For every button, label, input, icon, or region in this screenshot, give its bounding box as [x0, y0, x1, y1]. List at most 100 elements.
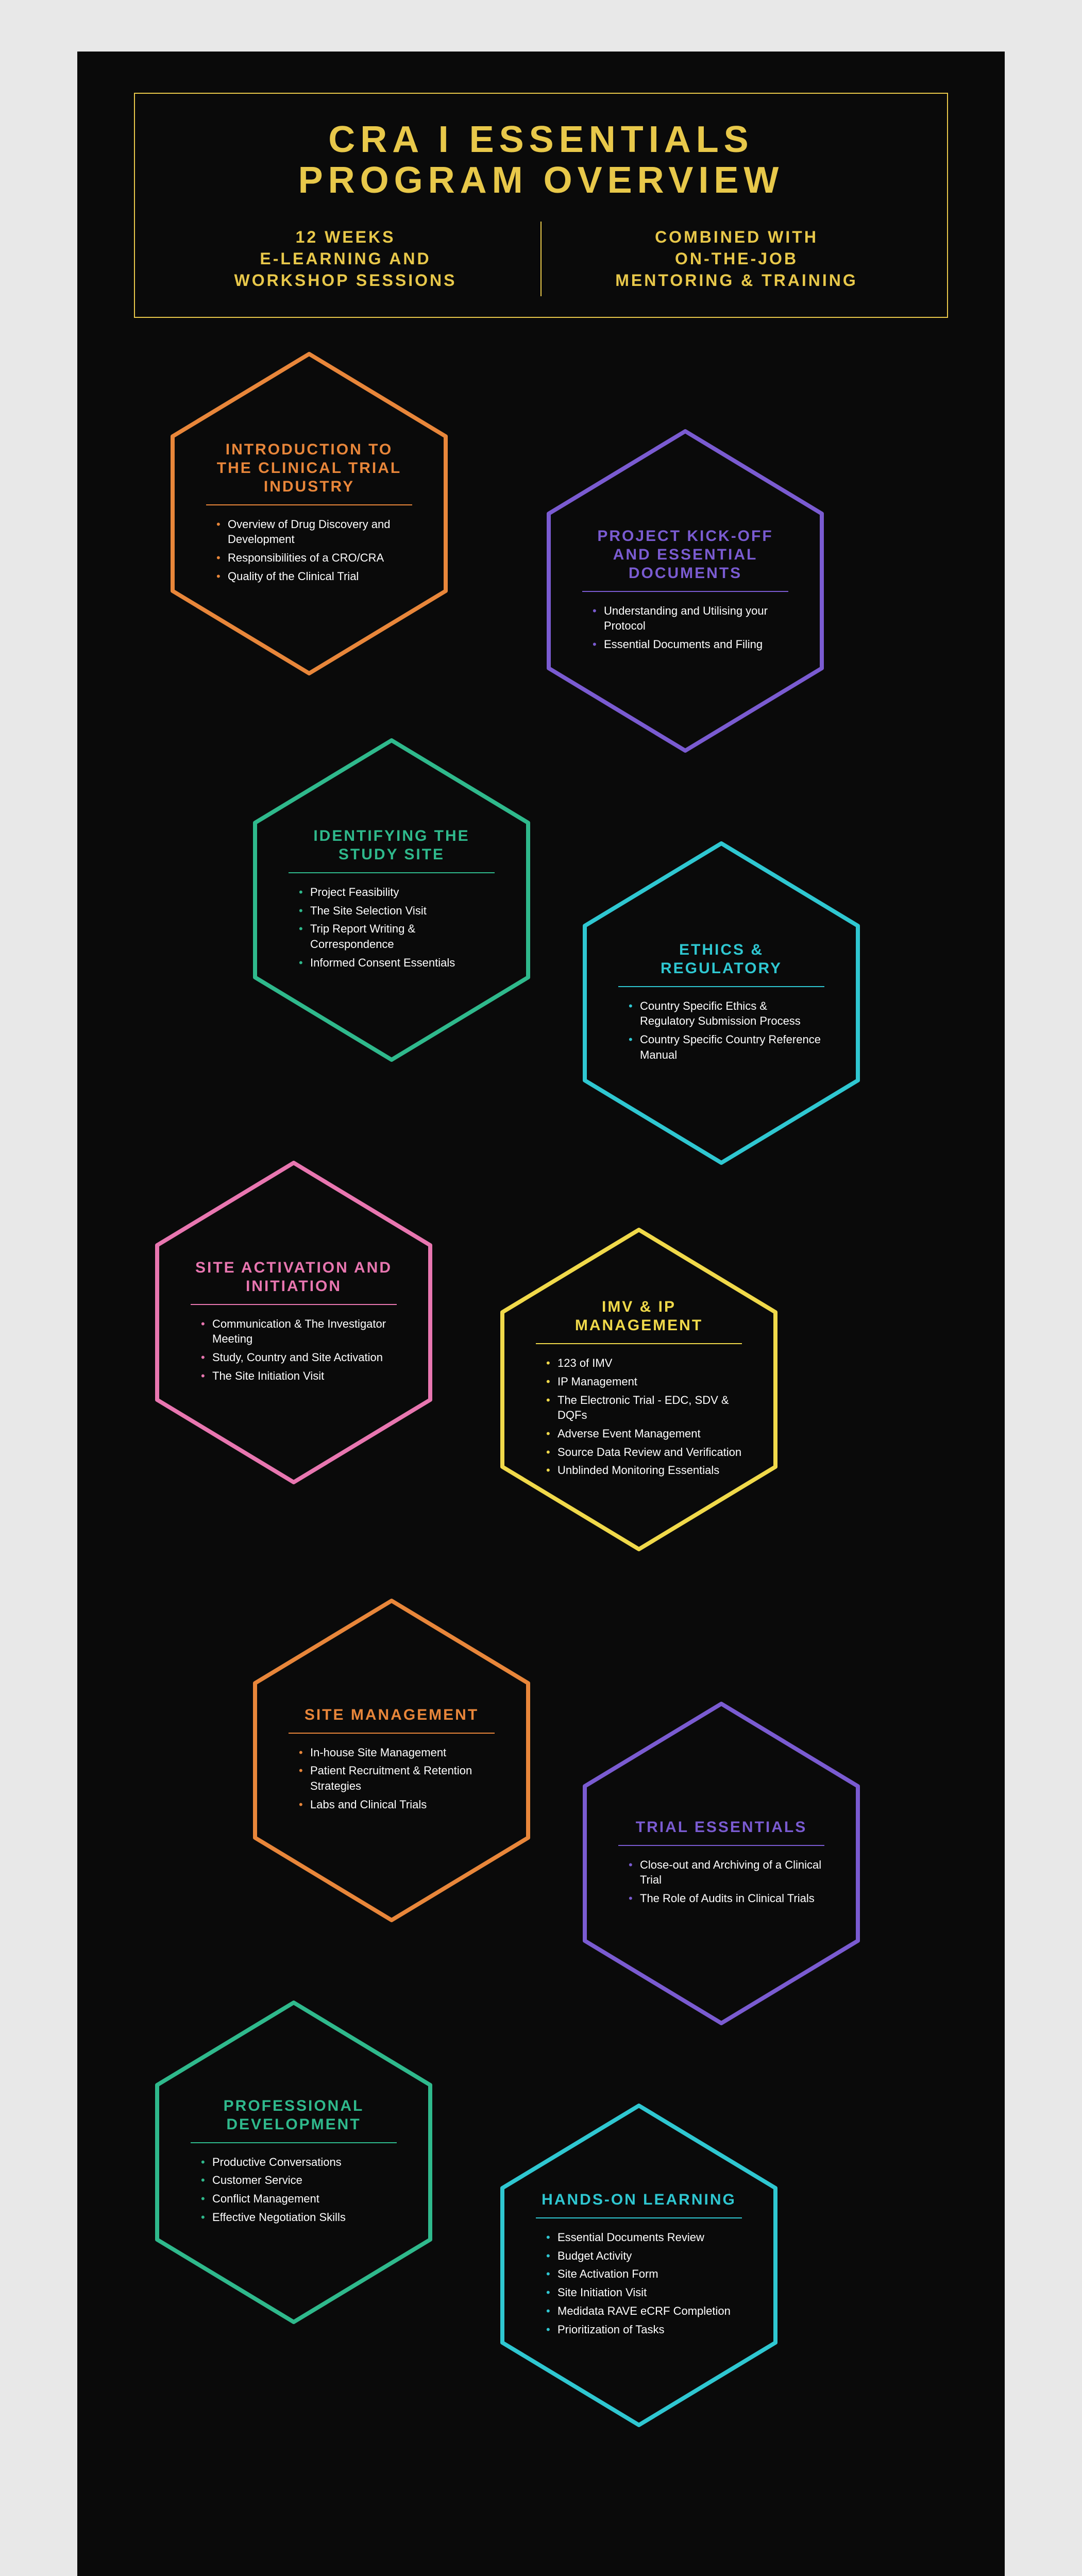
hex-imv: IMV & IP MANAGEMENT 123 of IMV IP Manageme…: [495, 1225, 783, 1554]
hexagon-area: INTRODUCTION TO THE CLINICAL TRIAL INDUS…: [119, 349, 963, 2461]
hex-list: Understanding and Utilising your Protoco…: [577, 603, 793, 655]
hex-content: HANDS-ON LEARNING Essential Documents Rev…: [495, 2100, 783, 2430]
hex-list: 123 of IMV IP Management The Electronic Tr…: [531, 1355, 747, 1481]
sub-right: COMBINED WITH ON-THE-JOB MENTORING & TRA…: [542, 222, 932, 296]
hex-title: SITE MANAGEMENT: [283, 1706, 500, 1733]
hex-rule: [618, 1845, 824, 1846]
header-box: CRA I ESSENTIALS PROGRAM OVERVIEW 12 WEE…: [134, 93, 948, 318]
hex-list: Essential Documents Review Budget Activit…: [531, 2230, 747, 2340]
hex-title: PROJECT KICK-OFF AND ESSENTIAL DOCUMENTS: [577, 527, 793, 591]
page-container: CRA I ESSENTIALS PROGRAM OVERVIEW 12 WEE…: [0, 0, 1082, 2576]
hex-title: HANDS-ON LEARNING: [531, 2191, 747, 2217]
hex-list-item: Country Specific Country Reference Manua…: [629, 1032, 824, 1062]
hex-rule: [618, 986, 824, 987]
sub-left-1: 12 WEEKS: [296, 228, 396, 246]
hex-content: INTRODUCTION TO THE CLINICAL TRIAL INDUS…: [165, 349, 453, 679]
hex-content: IDENTIFYING THE STUDY SITE Project Feasib…: [247, 735, 536, 1065]
hex-list-item: Site Initiation Visit: [546, 2285, 742, 2300]
hex-list-item: Source Data Review and Verification: [546, 1445, 742, 1460]
hex-list-item: Essential Documents and Filing: [593, 637, 788, 652]
hex-list-item: Conflict Management: [201, 2191, 397, 2207]
sub-left: 12 WEEKS E-LEARNING AND WORKSHOP SESSION…: [150, 222, 540, 296]
hex-list: In-house Site Management Patient Recruitm…: [283, 1745, 500, 1816]
hex-list-item: The Role of Audits in Clinical Trials: [629, 1891, 824, 1906]
hex-list-item: Productive Conversations: [201, 2155, 397, 2170]
hex-content: PROJECT KICK-OFF AND ESSENTIAL DOCUMENTS…: [541, 426, 830, 756]
hex-rule: [289, 872, 495, 873]
hex-list-item: Overview of Drug Discovery and Developme…: [216, 517, 412, 547]
hex-title: SITE ACTIVATION AND INITIATION: [185, 1259, 402, 1304]
hex-list-item: Informed Consent Essentials: [299, 955, 495, 971]
hex-list-item: IP Management: [546, 1374, 742, 1389]
hex-list-item: Project Feasibility: [299, 885, 495, 900]
title-line-1: CRA I ESSENTIALS: [328, 119, 753, 160]
hex-list-item: Understanding and Utilising your Protoco…: [593, 603, 788, 634]
hex-rule: [206, 504, 412, 505]
hex-list-item: Prioritization of Tasks: [546, 2322, 742, 2337]
hex-list-item: Medidata RAVE eCRF Completion: [546, 2303, 742, 2319]
hex-title: INTRODUCTION TO THE CLINICAL TRIAL INDUS…: [201, 440, 417, 504]
infographic-panel: CRA I ESSENTIALS PROGRAM OVERVIEW 12 WEE…: [77, 52, 1005, 2576]
hex-list-item: The Site Selection Visit: [299, 903, 495, 919]
sub-right-2: ON-THE-JOB: [675, 249, 798, 268]
sub-header: 12 WEEKS E-LEARNING AND WORKSHOP SESSION…: [150, 222, 932, 296]
hex-list-item: Communication & The Investigator Meeting: [201, 1316, 397, 1347]
hex-list-item: Adverse Event Management: [546, 1426, 742, 1442]
hex-content: SITE MANAGEMENT In-house Site Management P…: [247, 1596, 536, 1925]
hex-rule: [289, 1733, 495, 1734]
hex-list-item: Country Specific Ethics & Regulatory Sub…: [629, 998, 824, 1029]
hex-list: Communication & The Investigator Meeting…: [185, 1316, 402, 1387]
hex-list-item: The Electronic Trial - EDC, SDV & DQFs: [546, 1393, 742, 1423]
hex-kickoff: PROJECT KICK-OFF AND ESSENTIAL DOCUMENTS…: [541, 426, 830, 756]
hex-title: IMV & IP MANAGEMENT: [531, 1298, 747, 1343]
hex-rule: [191, 1304, 397, 1305]
hex-list-item: Essential Documents Review: [546, 2230, 742, 2245]
hex-content: SITE ACTIVATION AND INITIATION Communicat…: [149, 1158, 438, 1487]
hex-rule: [536, 1343, 742, 1344]
hex-list-item: Customer Service: [201, 2173, 397, 2188]
hex-list: Project Feasibility The Site Selection Vi…: [283, 885, 500, 973]
hex-title: IDENTIFYING THE STUDY SITE: [283, 827, 500, 872]
hex-list-item: Responsibilities of a CRO/CRA: [216, 550, 412, 566]
hex-intro: INTRODUCTION TO THE CLINICAL TRIAL INDUS…: [165, 349, 453, 679]
hex-rule: [191, 2142, 397, 2143]
hex-hands-on: HANDS-ON LEARNING Essential Documents Rev…: [495, 2100, 783, 2430]
sub-right-1: COMBINED WITH: [655, 228, 818, 246]
hex-content: ETHICS & REGULATORY Country Specific Ethi…: [577, 838, 866, 1168]
sub-left-2: E-LEARNING AND: [260, 249, 431, 268]
hex-list-item: Unblinded Monitoring Essentials: [546, 1463, 742, 1478]
hex-site-mgmt: SITE MANAGEMENT In-house Site Management P…: [247, 1596, 536, 1925]
hex-title: PROFESSIONAL DEVELOPMENT: [185, 2097, 402, 2142]
title-line-2: PROGRAM OVERVIEW: [298, 160, 784, 201]
hex-content: IMV & IP MANAGEMENT 123 of IMV IP Manageme…: [495, 1225, 783, 1554]
hex-list-item: In-house Site Management: [299, 1745, 495, 1760]
main-title: CRA I ESSENTIALS PROGRAM OVERVIEW: [150, 120, 932, 201]
hex-list-item: Trip Report Writing & Correspondence: [299, 921, 495, 952]
sub-right-3: MENTORING & TRAINING: [615, 271, 858, 290]
hex-study-site: IDENTIFYING THE STUDY SITE Project Feasib…: [247, 735, 536, 1065]
hex-prof-dev: PROFESSIONAL DEVELOPMENT Productive Conve…: [149, 1997, 438, 2327]
hex-content: PROFESSIONAL DEVELOPMENT Productive Conve…: [149, 1997, 438, 2327]
hex-list: Close-out and Archiving of a Clinical Tr…: [613, 1857, 830, 1909]
hex-list: Country Specific Ethics & Regulatory Sub…: [613, 998, 830, 1066]
hex-list: Overview of Drug Discovery and Developme…: [201, 517, 417, 587]
hex-list-item: 123 of IMV: [546, 1355, 742, 1371]
hex-ethics: ETHICS & REGULATORY Country Specific Ethi…: [577, 838, 866, 1168]
hex-rule: [582, 591, 788, 592]
hex-title: ETHICS & REGULATORY: [613, 941, 830, 986]
hex-rule: [536, 2217, 742, 2218]
hex-list: Productive Conversations Customer Service…: [185, 2155, 402, 2228]
hex-list-item: Effective Negotiation Skills: [201, 2210, 397, 2225]
hex-content: TRIAL ESSENTIALS Close-out and Archiving …: [577, 1699, 866, 2028]
hex-list-item: Labs and Clinical Trials: [299, 1797, 495, 1812]
hex-trial-essentials: TRIAL ESSENTIALS Close-out and Archiving …: [577, 1699, 866, 2028]
hex-list-item: The Site Initiation Visit: [201, 1368, 397, 1384]
hex-list-item: Close-out and Archiving of a Clinical Tr…: [629, 1857, 824, 1888]
hex-list-item: Study, Country and Site Activation: [201, 1350, 397, 1365]
hex-list-item: Budget Activity: [546, 2248, 742, 2264]
hex-list-item: Patient Recruitment & Retention Strategi…: [299, 1763, 495, 1793]
hex-list-item: Quality of the Clinical Trial: [216, 569, 412, 584]
hex-title: TRIAL ESSENTIALS: [613, 1818, 830, 1845]
sub-left-3: WORKSHOP SESSIONS: [234, 271, 457, 290]
hex-list-item: Site Activation Form: [546, 2266, 742, 2282]
